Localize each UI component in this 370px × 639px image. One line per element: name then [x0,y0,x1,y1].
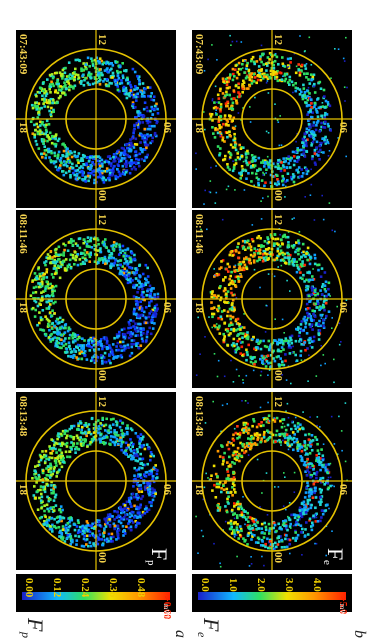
colorbar-tick: 0.12 [51,578,63,598]
mlt-label-18: 18 [17,122,29,134]
colorbar-max-label: >0.60 [161,596,172,619]
mlt-label-00: 00 [272,190,284,202]
colorbar-unit: mW/m² [338,604,346,626]
mlt-label-18: 18 [193,122,205,134]
mlt-label-06: 06 [337,122,349,134]
row-label-a: a [172,630,189,638]
mlt-label-00: 00 [272,552,284,564]
mlt-label-06: 06 [161,302,173,314]
aurora-pixels [29,56,160,185]
timestamp: 08:13:48 [17,396,29,437]
row-label-b: b [351,630,368,638]
mlt-label-00: 00 [96,552,108,564]
panel-p-1: 12 00 18 06 08:11:46 [16,210,176,388]
flux-subscript: e [321,560,333,565]
mlt-label-12: 12 [272,34,284,46]
mlt-label-18: 18 [17,484,29,496]
colorbar-tick: 4.0 [311,578,323,592]
mlt-label-06: 06 [337,302,349,314]
colorbar-tick: 3.0 [283,578,295,592]
colorbar-symbol-subscript: p [19,631,33,638]
timestamp: 07:43:09 [193,34,205,75]
colorbar-tick: 0.48 [135,578,147,598]
flux-subscript: p [145,560,157,566]
mlt-label-06: 06 [161,484,173,496]
colorbar-symbol-subscript: e [195,632,209,638]
panel-p-2: 12 00 18 06 08:13:48 Fp [16,392,176,570]
mlt-label-00: 00 [96,190,108,202]
colorbar-tick: 1.0 [227,578,239,592]
panel-e-2: 12 00 18 06 08:13:48 Fe [192,392,352,570]
panel-p-0: 12 00 18 06 07:43:09 [16,30,176,208]
mlt-label-06: 06 [161,122,173,134]
mlt-label-18: 18 [193,484,205,496]
colorbar-layer: >0.60mW/m²0.480.360.240.120.00Fp>5.0mW/m… [16,574,352,638]
mlt-label-12: 12 [96,214,108,226]
flux-symbol: F [323,548,348,560]
mlt-label-12: 12 [272,214,284,226]
mlt-label-00: 00 [272,370,284,382]
timestamp: 07:43:09 [17,34,29,75]
colorbar-symbol: F [199,617,224,632]
flux-symbol: F [147,548,172,560]
mlt-label-12: 12 [96,34,108,46]
mlt-label-00: 00 [96,370,108,382]
mlt-label-12: 12 [96,396,108,408]
mlt-label-06: 06 [337,484,349,496]
colorbar-max-label: >5.0 [337,596,348,614]
mlt-label-12: 12 [272,396,284,408]
panel-e-1: 12 00 18 06 08:11:46 [192,210,352,388]
panel-e-0: 12 00 18 06 07:43:09 [192,30,352,208]
colorbar-symbol: F [23,617,48,632]
colorbar-tick: 0.36 [107,578,119,598]
aurora-pixels [195,400,348,568]
panels-layer: 12 00 18 06 07:43:09 12 00 18 06 08:11:46 12 00 18 06… [16,30,352,570]
colorbar-unit: mW/m² [162,604,170,626]
colorbar-e: >5.0mW/m² 4.0 3.0 2.0 1.0 0.0 Fe [192,574,352,638]
colorbar-tick: 0.00 [23,578,35,598]
colorbar-tick: 0.24 [79,578,91,598]
timestamp: 08:13:48 [193,396,205,437]
colorbar-tick: 0.0 [199,578,211,592]
aurora-pixels [195,34,348,205]
timestamp: 08:11:46 [17,214,29,254]
timestamp: 08:11:46 [193,214,205,254]
mlt-label-18: 18 [17,302,29,314]
colorbar-tick: 2.0 [255,578,267,592]
mlt-label-18: 18 [193,302,205,314]
